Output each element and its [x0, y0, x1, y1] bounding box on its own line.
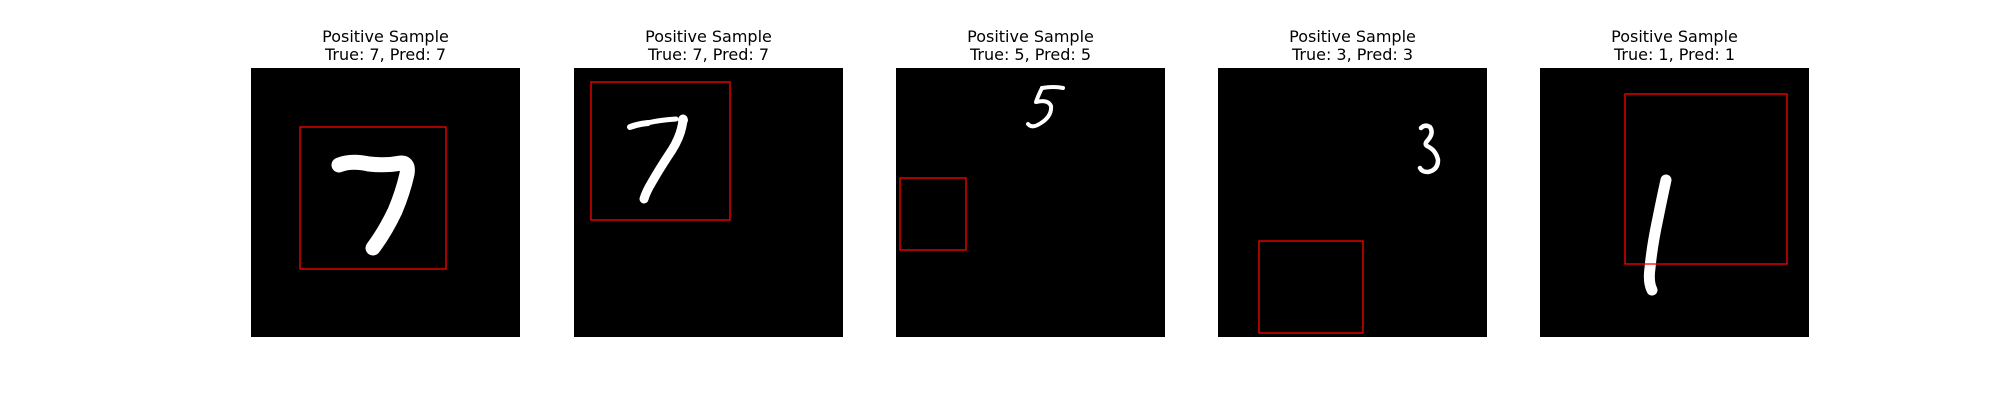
bounding-box: [299, 126, 447, 270]
digit-image-canvas: [1624, 93, 1788, 296]
sample-panel-3: Positive Sample True: 5, Pred: 5: [896, 28, 1165, 338]
digit-5-glyph: [1026, 85, 1065, 129]
panel-title: Positive Sample True: 1, Pred: 1: [1510, 28, 1839, 64]
panel-title: Positive Sample True: 5, Pred: 5: [866, 28, 1195, 64]
panel-heading: Positive Sample: [1611, 27, 1738, 46]
panel-title: Positive Sample True: 7, Pred: 7: [544, 28, 873, 64]
digit-image-canvas: [1258, 123, 1441, 334]
digit-image: [251, 68, 520, 337]
sample-panel-4: Positive Sample True: 3, Pred: 3: [1218, 28, 1487, 338]
panel-caption: True: 7, Pred: 7: [647, 45, 770, 64]
digit-image: [574, 68, 843, 337]
panel-heading: Positive Sample: [967, 27, 1094, 46]
panel-heading: Positive Sample: [1289, 27, 1416, 46]
digit-image-canvas: [299, 126, 447, 270]
digit-3-glyph: [1417, 123, 1441, 175]
sample-panel-1: Positive Sample True: 7, Pred: 7: [251, 28, 520, 338]
digit-image-canvas: [590, 81, 731, 221]
panel-caption: True: 7, Pred: 7: [324, 45, 447, 64]
panel-title: Positive Sample True: 7, Pred: 7: [221, 28, 550, 64]
bounding-box: [1624, 93, 1788, 265]
bounding-box: [590, 81, 731, 221]
digit-image-canvas: [899, 85, 1065, 251]
panel-heading: Positive Sample: [645, 27, 772, 46]
digit-7-glyph: [331, 154, 415, 256]
panel-heading: Positive Sample: [322, 27, 449, 46]
sample-panel-5: Positive Sample True: 1, Pred: 1: [1540, 28, 1809, 338]
panel-caption: True: 3, Pred: 3: [1291, 45, 1414, 64]
digit-7-glyph: [627, 114, 688, 204]
bounding-box: [899, 177, 967, 251]
panel-caption: True: 1, Pred: 1: [1613, 45, 1736, 64]
digit-image: [896, 68, 1165, 337]
panel-title: Positive Sample True: 3, Pred: 3: [1188, 28, 1517, 64]
digit-image: [1540, 68, 1809, 337]
bounding-box: [1258, 240, 1364, 334]
panel-caption: True: 5, Pred: 5: [969, 45, 1092, 64]
digit-image: [1218, 68, 1487, 337]
sample-panel-2: Positive Sample True: 7, Pred: 7: [574, 28, 843, 338]
digit-1-glyph: [1643, 174, 1672, 296]
